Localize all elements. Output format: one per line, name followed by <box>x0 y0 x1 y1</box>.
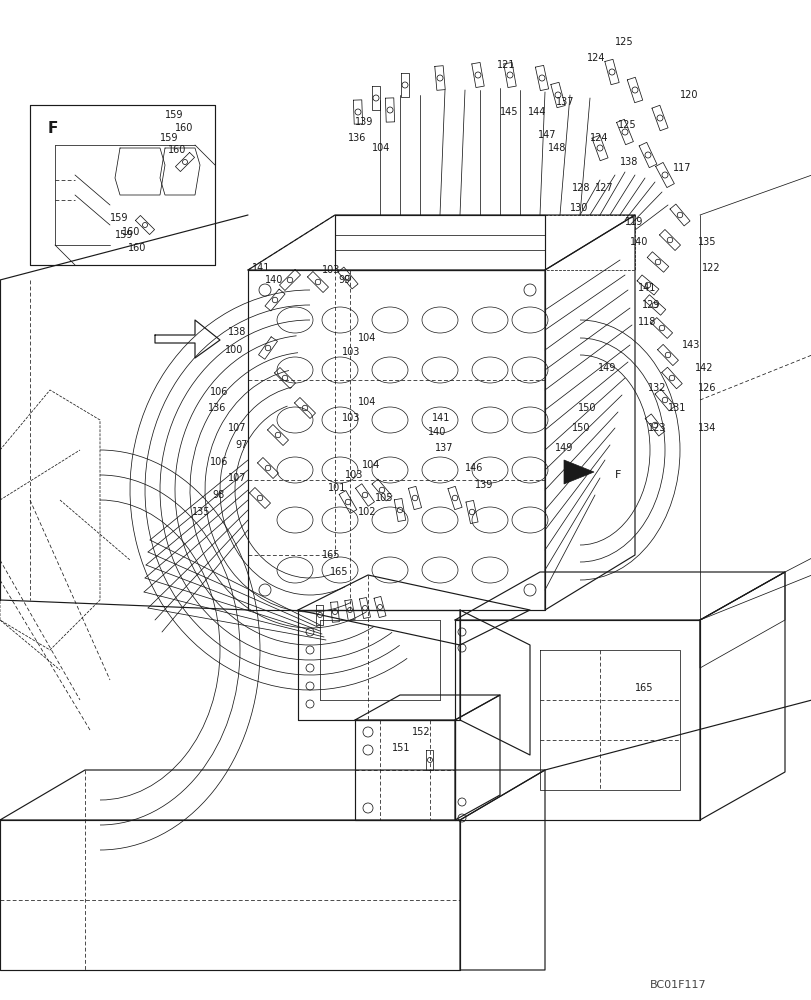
Text: 150: 150 <box>577 403 596 413</box>
Text: 150: 150 <box>571 423 590 433</box>
Text: 103: 103 <box>341 347 360 357</box>
Text: 159: 159 <box>165 110 183 120</box>
Text: 123: 123 <box>647 423 666 433</box>
Text: 125: 125 <box>614 37 633 47</box>
Text: 139: 139 <box>354 117 373 127</box>
Text: 137: 137 <box>556 97 574 107</box>
Text: 138: 138 <box>228 327 246 337</box>
Text: 124: 124 <box>590 133 607 143</box>
Text: 121: 121 <box>496 60 515 70</box>
Text: 101: 101 <box>328 483 346 493</box>
Text: 127: 127 <box>594 183 613 193</box>
Text: 141: 141 <box>637 283 655 293</box>
Text: 146: 146 <box>465 463 483 473</box>
Text: 135: 135 <box>697 237 715 247</box>
Text: 122: 122 <box>702 263 719 273</box>
Text: 140: 140 <box>427 427 446 437</box>
Text: 138: 138 <box>620 157 637 167</box>
Text: 144: 144 <box>527 107 546 117</box>
Text: 102: 102 <box>358 507 376 517</box>
Text: 103: 103 <box>322 265 340 275</box>
Text: 131: 131 <box>667 403 685 413</box>
Text: 128: 128 <box>571 183 590 193</box>
Text: 147: 147 <box>538 130 556 140</box>
Text: 159: 159 <box>109 213 128 223</box>
Text: 98: 98 <box>212 490 224 500</box>
Text: 106: 106 <box>210 387 228 397</box>
Text: 107: 107 <box>228 423 247 433</box>
Text: 104: 104 <box>358 333 376 343</box>
Text: 103: 103 <box>345 470 363 480</box>
Text: 141: 141 <box>431 413 450 423</box>
Text: F: F <box>614 470 620 480</box>
Text: 132: 132 <box>647 383 666 393</box>
Text: 139: 139 <box>474 480 493 490</box>
Polygon shape <box>155 320 220 358</box>
Text: 140: 140 <box>629 237 647 247</box>
Text: 136: 136 <box>208 403 226 413</box>
Text: 142: 142 <box>694 363 713 373</box>
Text: 135: 135 <box>191 507 210 517</box>
Text: 103: 103 <box>341 413 360 423</box>
Text: 141: 141 <box>251 263 270 273</box>
Text: 149: 149 <box>597 363 616 373</box>
Text: 104: 104 <box>358 397 376 407</box>
Text: 104: 104 <box>362 460 380 470</box>
Text: 149: 149 <box>554 443 573 453</box>
Text: 165: 165 <box>322 550 340 560</box>
Text: 105: 105 <box>375 493 393 503</box>
Text: 145: 145 <box>500 107 518 117</box>
Text: 152: 152 <box>411 727 430 737</box>
Text: 129: 129 <box>642 300 659 310</box>
Text: 106: 106 <box>210 457 228 467</box>
Text: 160: 160 <box>122 227 140 237</box>
Text: 134: 134 <box>697 423 715 433</box>
Text: 99: 99 <box>337 275 350 285</box>
Text: 125: 125 <box>617 120 636 130</box>
Text: 107: 107 <box>228 473 247 483</box>
Text: 136: 136 <box>348 133 366 143</box>
Text: 140: 140 <box>264 275 283 285</box>
Text: 100: 100 <box>225 345 243 355</box>
Text: 97: 97 <box>234 440 247 450</box>
Text: 117: 117 <box>672 163 691 173</box>
Text: F: F <box>48 121 58 136</box>
Text: 160: 160 <box>128 243 146 253</box>
Text: 165: 165 <box>634 683 653 693</box>
Text: 159: 159 <box>160 133 178 143</box>
Text: 118: 118 <box>637 317 655 327</box>
Text: 151: 151 <box>392 743 410 753</box>
Text: 148: 148 <box>547 143 566 153</box>
Text: 160: 160 <box>175 123 193 133</box>
Text: 104: 104 <box>371 143 390 153</box>
Text: 126: 126 <box>697 383 715 393</box>
Text: 137: 137 <box>435 443 453 453</box>
Polygon shape <box>564 460 594 484</box>
Text: 160: 160 <box>168 145 187 155</box>
Text: 143: 143 <box>681 340 700 350</box>
Text: 120: 120 <box>679 90 697 100</box>
Text: 124: 124 <box>586 53 605 63</box>
Text: 165: 165 <box>329 567 348 577</box>
Text: 119: 119 <box>624 217 642 227</box>
Text: 159: 159 <box>115 230 133 240</box>
Text: 130: 130 <box>569 203 588 213</box>
Text: BC01F117: BC01F117 <box>649 980 706 990</box>
